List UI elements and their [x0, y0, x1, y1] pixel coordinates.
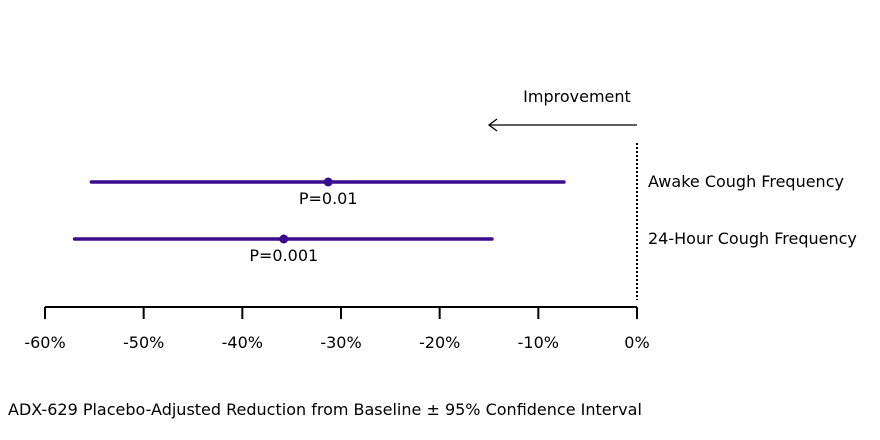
x-tick-label: 0% [624, 333, 649, 352]
p-value-label: P=0.001 [249, 246, 318, 265]
x-tick-label: -10% [518, 333, 559, 352]
point-estimate [323, 177, 333, 187]
x-axis-title: ADX-629 Placebo-Adjusted Reduction from … [8, 400, 642, 419]
arrow-head-icon [487, 118, 498, 132]
x-tick-label: -40% [222, 333, 263, 352]
row-label: Awake Cough Frequency [648, 172, 844, 191]
x-tick-label: -50% [123, 333, 164, 352]
p-value-label: P=0.01 [299, 189, 358, 208]
x-tick-label: -30% [320, 333, 361, 352]
point-estimate [279, 234, 289, 244]
row-label: 24-Hour Cough Frequency [648, 229, 857, 248]
improvement-label: Improvement [523, 87, 631, 106]
x-tick-label: -60% [24, 333, 65, 352]
x-tick-label: -20% [419, 333, 460, 352]
